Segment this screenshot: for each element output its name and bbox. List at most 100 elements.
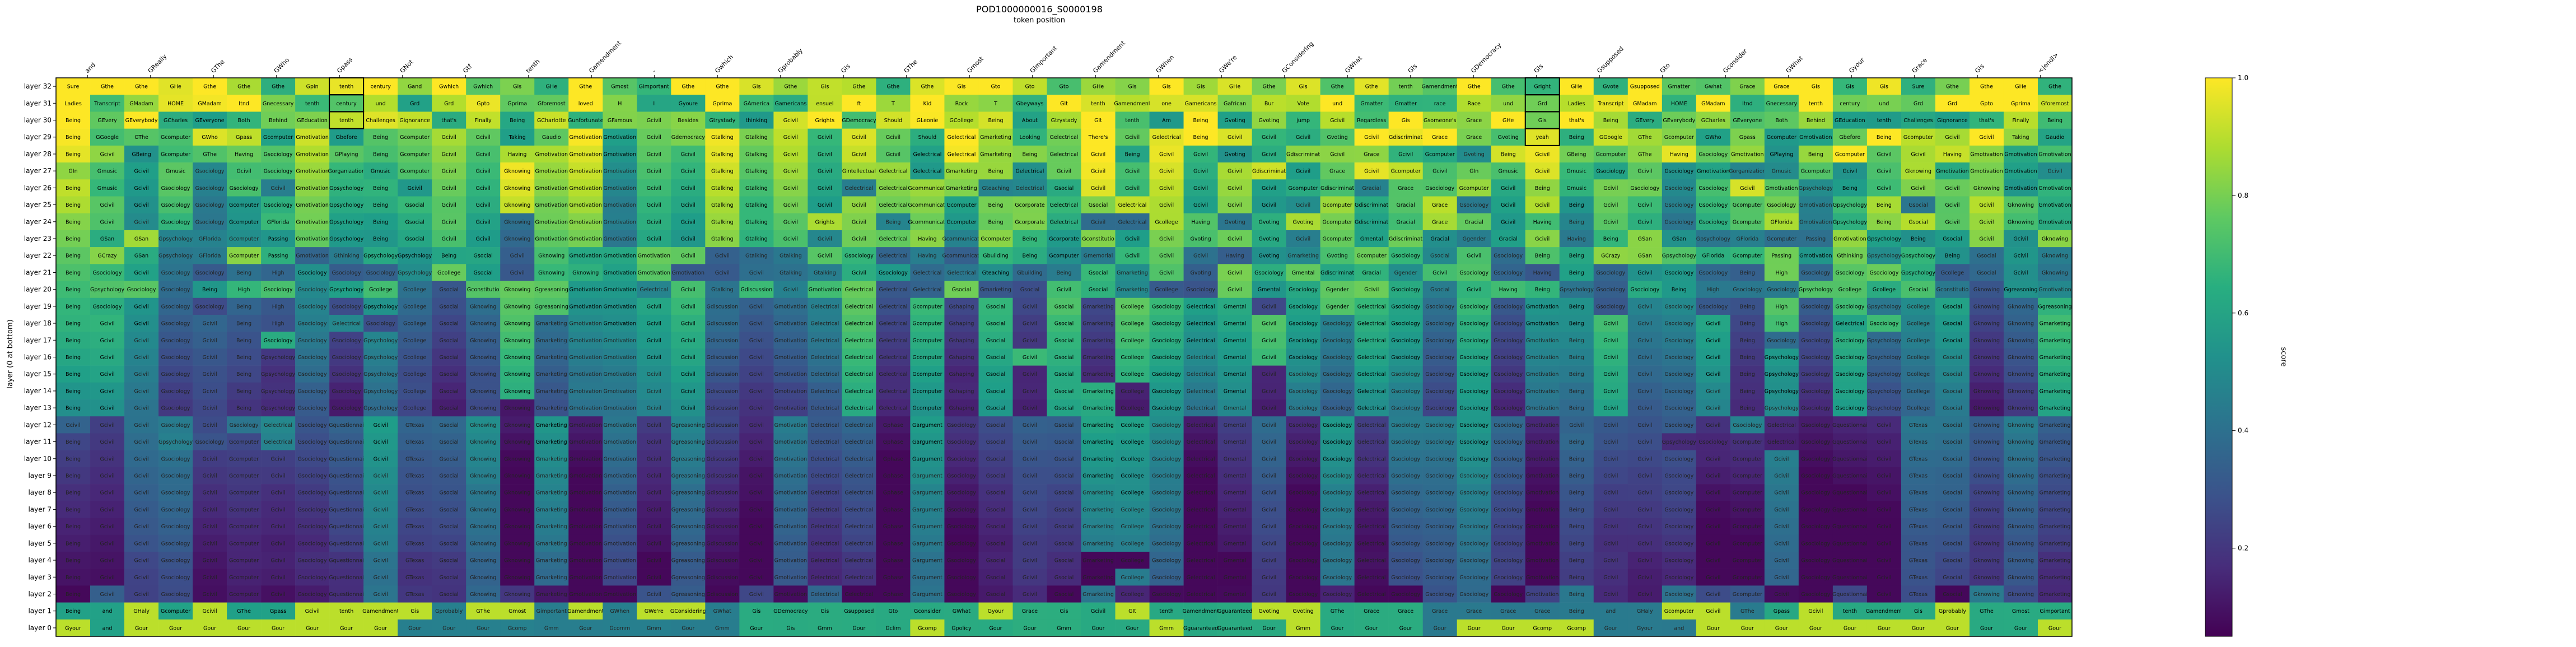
heatmap-cell-label: Gcivil xyxy=(100,151,114,157)
heatmap-cell-label: Being xyxy=(1569,338,1584,344)
heatmap-cell-label: Gelectrical xyxy=(879,304,907,310)
heatmap-cell xyxy=(637,230,671,248)
y-tick-label: layer 4 xyxy=(28,556,52,564)
heatmap-cell-label: Gcivil xyxy=(1262,185,1276,192)
heatmap-cell-label: Gmental xyxy=(1224,439,1247,445)
heatmap-cell xyxy=(739,179,774,197)
heatmap-cell-label: Gcivil xyxy=(1740,185,1754,192)
heatmap-cell xyxy=(1935,230,1970,248)
heatmap-cell xyxy=(978,145,1013,163)
heatmap-cell-label: Gknowing xyxy=(504,575,530,581)
heatmap-cell-label: Gsociology xyxy=(1425,304,1454,310)
heatmap-cell xyxy=(1183,213,1218,231)
heatmap-cell-label: Gsociology xyxy=(1152,456,1181,462)
heatmap-cell xyxy=(1217,213,1252,231)
heatmap-cell xyxy=(1320,179,1355,197)
heatmap-cell-label: Gsociology xyxy=(1494,524,1523,530)
heatmap-cell xyxy=(90,264,125,281)
heatmap-cell-label: Gsociology xyxy=(264,202,293,208)
heatmap-cell xyxy=(1696,78,1731,95)
heatmap-cell-label: Gknowing xyxy=(504,202,530,208)
heatmap-cell xyxy=(1183,78,1218,95)
heatmap-cell xyxy=(1832,145,1868,163)
heatmap-cell-label: Gelectrical xyxy=(879,371,907,378)
heatmap-cell-label: Being xyxy=(1603,118,1618,124)
heatmap-cell-label: Gmental xyxy=(1224,592,1247,598)
heatmap-cell xyxy=(193,111,227,129)
heatmap-cell-label: Gphase xyxy=(883,575,903,581)
heatmap-cell-label: Gsociology xyxy=(1323,422,1352,429)
heatmap-cell xyxy=(2037,213,2073,231)
heatmap-cell-label: Gthe xyxy=(101,84,114,90)
heatmap-cell-label: Gcomputer xyxy=(1733,558,1762,564)
heatmap-cell-label: Gdiscussion xyxy=(707,304,739,310)
heatmap-cell xyxy=(842,264,876,281)
heatmap-cell xyxy=(1457,297,1492,315)
heatmap-cell-label: Gcomputer xyxy=(1733,592,1762,598)
heatmap-cell-label: Gmotivation xyxy=(604,507,636,513)
heatmap-cell-label: Gmotivation xyxy=(570,134,602,141)
heatmap-cell xyxy=(978,111,1013,129)
heatmap-cell-label: Gsociology xyxy=(1323,507,1352,513)
heatmap-cell xyxy=(158,95,193,112)
heatmap-cell-label: Gcivil xyxy=(1091,151,1105,157)
heatmap-cell xyxy=(90,247,125,264)
heatmap-cell-label: Gcivil xyxy=(1057,169,1071,175)
heatmap-cell xyxy=(1320,145,1355,163)
heatmap-cell xyxy=(568,179,603,197)
heatmap-cell-label: Gcollege xyxy=(1121,575,1144,581)
heatmap-cell-label: Gsociology xyxy=(1391,558,1420,564)
heatmap-cell xyxy=(910,332,945,349)
heatmap-cell-label: Gpsychology xyxy=(329,287,364,293)
heatmap-cell-label: Gsociology xyxy=(1152,558,1181,564)
heatmap-cell xyxy=(261,264,296,281)
heatmap-cell-label: Gcivil xyxy=(1091,219,1105,225)
heatmap-cell-label: Gknowing xyxy=(470,541,496,547)
heatmap-cell-label: Gsociology xyxy=(1152,355,1181,361)
heatmap-cell-label: Gsociology xyxy=(1391,287,1420,293)
heatmap-cell xyxy=(466,314,501,332)
heatmap-cell-label: Gelectrical xyxy=(332,321,361,327)
heatmap-cell xyxy=(1764,162,1799,180)
heatmap-cell xyxy=(876,111,911,129)
heatmap-cell-label: Gmotivation xyxy=(604,456,636,462)
heatmap-cell-label: Gelectrical xyxy=(264,422,292,429)
heatmap-cell-label: Gsociology xyxy=(1801,524,1830,530)
heatmap-cell-label: Gcivil xyxy=(100,202,114,208)
heatmap-cell-label: Gcivil xyxy=(1603,321,1618,327)
heatmap-cell-label: Gelectrical xyxy=(948,134,976,141)
heatmap-cell-label: GTexas xyxy=(1909,473,1928,479)
heatmap-cell-label: Gsociology xyxy=(1664,338,1693,344)
heatmap-cell-label: Gcivil xyxy=(647,134,661,141)
y-tick-label: layer 23 xyxy=(24,235,52,243)
heatmap-cell xyxy=(1012,179,1047,197)
heatmap-cell-label: Gcomputer xyxy=(229,541,259,547)
y-tick-label: layer 1 xyxy=(28,607,52,615)
heatmap-cell xyxy=(1388,247,1423,264)
heatmap-cell-label: Gelectrical xyxy=(879,406,907,412)
heatmap-cell-label: Gsociology xyxy=(1289,456,1318,462)
heatmap-cell-label: Gyour xyxy=(1637,625,1653,631)
heatmap-cell xyxy=(739,281,774,299)
heatmap-cell-label: Gcivil xyxy=(134,321,148,327)
heatmap-cell-label: Gconstitutio xyxy=(1936,287,1969,293)
heatmap-cell-label: Gcivil xyxy=(1364,287,1379,293)
heatmap-cell-label: Gsociology xyxy=(1698,185,1728,192)
heatmap-cell-label: Gcivil xyxy=(1911,185,1925,192)
heatmap-cell-label: Grace xyxy=(1466,134,1482,141)
heatmap-cell-label: Gcivil xyxy=(1159,253,1174,259)
heatmap-cell-label: Gis xyxy=(752,608,760,615)
heatmap-cell-label: Gmarketing xyxy=(980,287,1011,293)
y-tick-label: layer 16 xyxy=(24,353,52,361)
heatmap-cell xyxy=(398,128,432,146)
heatmap-cell-label: Gmotivation xyxy=(1799,134,1832,141)
heatmap-cell-label: Gcivil xyxy=(1603,473,1618,479)
heatmap-cell-label: Gsociology xyxy=(264,151,293,157)
heatmap-cell-label: Gvoting xyxy=(1293,219,1314,225)
heatmap-cell xyxy=(1252,297,1286,315)
heatmap-cell-label: Gelectrical xyxy=(1767,422,1796,429)
heatmap-cell-label: Gsociology xyxy=(1459,592,1488,598)
heatmap-cell-label: Gsocial xyxy=(986,406,1005,412)
heatmap-cell-label: Gcivil xyxy=(134,422,148,429)
heatmap-cell xyxy=(1798,213,1833,231)
